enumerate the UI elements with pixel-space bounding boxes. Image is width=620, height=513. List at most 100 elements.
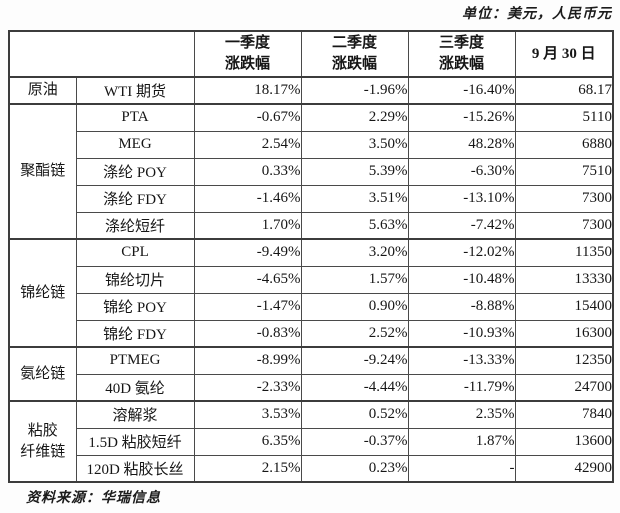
category-cell: 原油 [8,76,77,105]
product-cell: PTMEG [75,346,195,375]
table-row: 涤纶 FDY -1.46% 3.51% -13.10% 7300 [9,184,614,213]
table-row: 氨纶链 PTMEG -8.99% -9.24% -13.33% 12350 [8,346,614,402]
table-row: 涤纶 POY 0.33% 5.39% -6.30% 7510 [9,157,614,186]
q3-cell: -13.33% [407,346,516,375]
product-cell: WTI 期货 [75,76,195,105]
product-cell: 锦纶 FDY [75,319,195,348]
source-label: 资料来源：华瑞信息 [26,491,161,506]
table-row: 粘胶 纤维链 溶解浆 3.53% 0.52% 2.35% 7840 [8,400,614,483]
q3-cell: -12.02% [407,238,516,267]
group-nylon-chain: 锦纶链 CPL -9.49% 3.20% -12.02% 11350 锦纶切片 … [8,238,614,348]
q3-cell: -16.40% [407,76,516,105]
q1-cell: 2.54% [193,130,302,159]
group-spandex-chain: 氨纶链 PTMEG -8.99% -9.24% -13.33% 12350 40… [8,346,614,402]
q3-cell: 2.35% [407,400,516,429]
table-row: 原油 WTI 期货 18.17% -1.96% -16.40% 68.17 [8,76,614,105]
q3-cell: -10.48% [407,265,516,294]
price-cell: 7840 [514,400,614,429]
q1-cell: 1.70% [193,211,302,240]
q2-cell: 1.57% [300,265,409,294]
price-cell: 7300 [514,184,614,213]
price-cell: 13600 [514,427,614,456]
table-row: 120D 粘胶长丝 2.15% 0.23% - 42900 [9,454,614,483]
q2-cell: 3.51% [300,184,409,213]
q1-cell: -8.99% [193,346,302,375]
table-row: 聚酯链 PTA -0.67% 2.29% -15.26% 5110 [8,103,614,240]
q3-cell: -11.79% [407,373,516,402]
price-cell: 15400 [514,292,614,321]
category-cell: 锦纶链 [8,238,77,348]
q1-cell: 18.17% [193,76,302,105]
price-cell: 16300 [514,319,614,348]
table-row: 40D 氨纶 -2.33% -4.44% -11.79% 24700 [9,373,614,402]
q3-cell: -6.30% [407,157,516,186]
q3-cell: -13.10% [407,184,516,213]
q1-cell: -9.49% [193,238,302,267]
unit-label: 单位：美元，人民币元 [462,7,612,22]
q1-cell: 3.53% [193,400,302,429]
q1-cell: -0.67% [193,103,302,132]
q2-cell: 0.52% [300,400,409,429]
q1-cell: -2.33% [193,373,302,402]
category-cell: 聚酯链 [8,103,77,240]
q3-cell: - [407,454,516,483]
table-row: 涤纶短纤 1.70% 5.63% -7.42% 7300 [9,211,614,240]
table-row: 锦纶 FDY -0.83% 2.52% -10.93% 16300 [9,319,614,348]
header-q2-change: 二季度 涨跌幅 [300,30,409,78]
q2-cell: 0.23% [300,454,409,483]
table-row: MEG 2.54% 3.50% 48.28% 6880 [9,130,614,159]
q3-cell: -7.42% [407,211,516,240]
product-cell: CPL [75,238,195,267]
q3-cell: -15.26% [407,103,516,132]
q2-cell: -1.96% [300,76,409,105]
q2-cell: -4.44% [300,373,409,402]
q1-cell: 0.33% [193,157,302,186]
group-viscose-fiber-chain: 粘胶 纤维链 溶解浆 3.53% 0.52% 2.35% 7840 1.5D 粘… [8,400,614,483]
table-row: 1.5D 粘胶短纤 6.35% -0.37% 1.87% 13600 [9,427,614,456]
header-date: 9 月 30 日 [514,30,614,78]
product-cell: 涤纶 FDY [75,184,195,213]
category-cell: 粘胶 纤维链 [8,400,77,483]
q2-cell: 5.39% [300,157,409,186]
price-cell: 7300 [514,211,614,240]
product-cell: 涤纶短纤 [75,211,195,240]
price-cell: 13330 [514,265,614,294]
product-cell: 120D 粘胶长丝 [75,454,195,483]
group-crude-oil: 原油 WTI 期货 18.17% -1.96% -16.40% 68.17 [8,76,614,105]
product-cell: 1.5D 粘胶短纤 [75,427,195,456]
q3-cell: -10.93% [407,319,516,348]
product-cell: PTA [75,103,195,132]
product-cell: 40D 氨纶 [75,373,195,402]
q2-cell: 2.52% [300,319,409,348]
q2-cell: 0.90% [300,292,409,321]
price-cell: 6880 [514,130,614,159]
q3-cell: 1.87% [407,427,516,456]
table-row: 锦纶链 CPL -9.49% 3.20% -12.02% 11350 [8,238,614,348]
price-cell: 68.17 [514,76,614,105]
group-polyester-chain: 聚酯链 PTA -0.67% 2.29% -15.26% 5110 MEG 2.… [8,103,614,240]
price-table: 一季度 涨跌幅 二季度 涨跌幅 三季度 涨跌幅 9 月 30 日 原油 WTI … [8,30,614,483]
product-cell: 锦纶 POY [75,292,195,321]
q3-cell: -8.88% [407,292,516,321]
header-q3-change: 三季度 涨跌幅 [407,30,516,78]
table-row: 锦纶 POY -1.47% 0.90% -8.88% 15400 [9,292,614,321]
table-row: 锦纶切片 -4.65% 1.57% -10.48% 13330 [9,265,614,294]
q2-cell: 3.20% [300,238,409,267]
product-cell: MEG [75,130,195,159]
q1-cell: -1.47% [193,292,302,321]
price-cell: 11350 [514,238,614,267]
q1-cell: 2.15% [193,454,302,483]
price-cell: 7510 [514,157,614,186]
price-cell: 42900 [514,454,614,483]
q2-cell: -9.24% [300,346,409,375]
q2-cell: 3.50% [300,130,409,159]
q3-cell: 48.28% [407,130,516,159]
q2-cell: -0.37% [300,427,409,456]
header-blank-cell [8,30,195,78]
header-row: 一季度 涨跌幅 二季度 涨跌幅 三季度 涨跌幅 9 月 30 日 [8,30,614,78]
price-cell: 12350 [514,346,614,375]
q2-cell: 2.29% [300,103,409,132]
product-cell: 锦纶切片 [75,265,195,294]
product-cell: 涤纶 POY [75,157,195,186]
